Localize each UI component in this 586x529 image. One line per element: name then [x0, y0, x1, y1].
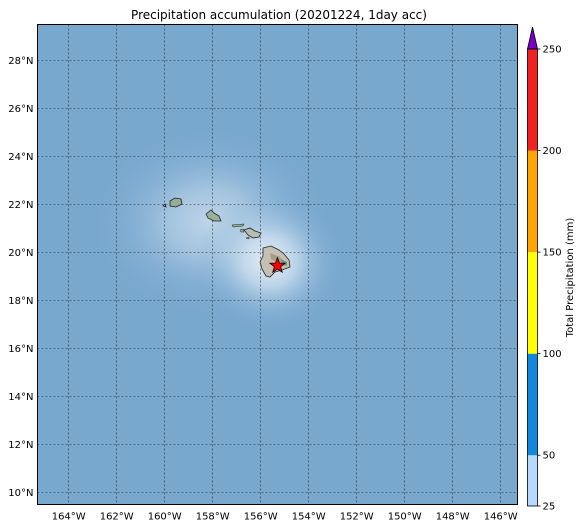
map-title: Precipitation accumulation (20201224, 1d…: [131, 8, 427, 22]
kahoolawe-island: [245, 236, 250, 240]
hawaiian-islands: [162, 197, 291, 278]
colorbar-tick-label: 50: [543, 451, 556, 462]
niihau-island: [162, 203, 167, 208]
lat-tick-label: 26°N: [8, 104, 33, 115]
lon-tick-label: 164°W: [52, 512, 86, 523]
big-island: [259, 245, 291, 278]
lat-tick-label: 24°N: [8, 152, 33, 163]
lat-tick-label: 22°N: [8, 200, 33, 211]
lat-tick-label: 20°N: [8, 248, 33, 259]
lon-tick-label: 146°W: [484, 512, 518, 523]
colorbar-band: [527, 455, 538, 506]
colorbar-tick-label: 25: [543, 502, 556, 513]
colorbar-tick-label: 250: [543, 45, 562, 56]
latitude-labels: 10°N 12°N 14°N 16°N 18°N 20°N 22°N 24°N 26°N 28°N: [8, 56, 33, 499]
oahu-island: [205, 209, 222, 222]
lon-tick-label: 162°W: [100, 512, 134, 523]
lon-tick-label: 156°W: [244, 512, 278, 523]
lat-tick-label: 16°N: [8, 344, 33, 355]
molokai-island: [231, 223, 245, 228]
lon-tick-label: 148°W: [436, 512, 470, 523]
maui-island: [243, 227, 262, 239]
colorbar-extend-max: [526, 26, 539, 50]
lon-tick-label: 158°W: [196, 512, 230, 523]
map-frame: [37, 24, 518, 505]
colorbar: 25 50 100 150 200 250 Total Precipitation (mm…: [526, 26, 576, 513]
lat-tick-label: 12°N: [8, 440, 33, 451]
kauai-island: [169, 197, 183, 208]
colorbar-tick-label: 150: [543, 248, 562, 259]
map-panel[interactable]: [37, 24, 518, 505]
colorbar-label: Total Precipitation (mm): [565, 218, 576, 339]
colorbar-band: [527, 353, 538, 456]
colorbar-tick-label: 100: [543, 349, 562, 360]
lat-tick-label: 18°N: [8, 296, 33, 307]
lat-tick-label: 28°N: [8, 56, 33, 67]
longitude-labels: 164°W 162°W 160°W 158°W 156°W 154°W 152°W 150°W…: [52, 512, 518, 523]
lat-tick-label: 14°N: [8, 392, 33, 403]
colorbar-frame: [527, 48, 538, 507]
colorbar-band: [527, 252, 538, 354]
colorbar-band: [527, 150, 538, 253]
lon-tick-label: 150°W: [388, 512, 422, 523]
colorbar-band: [527, 49, 538, 151]
lon-tick-label: 152°W: [340, 512, 374, 523]
lanai-island: [239, 228, 245, 233]
lon-tick-label: 160°W: [148, 512, 182, 523]
colorbar-tick-label: 200: [543, 146, 562, 157]
lon-tick-label: 154°W: [292, 512, 326, 523]
lat-tick-label: 10°N: [8, 488, 33, 499]
location-star-marker: [268, 256, 287, 274]
